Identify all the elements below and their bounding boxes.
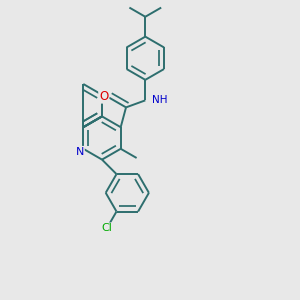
Text: O: O [99, 90, 108, 103]
Text: NH: NH [152, 95, 167, 105]
Text: N: N [76, 147, 84, 157]
Text: Cl: Cl [101, 224, 112, 233]
